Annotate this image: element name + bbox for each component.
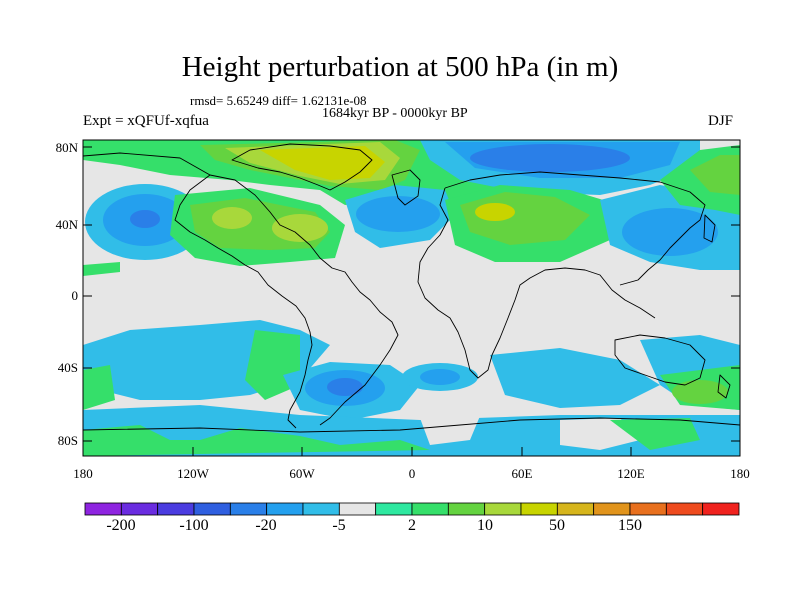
x-label-0: 0 [408,466,416,481]
coastline [174,174,313,429]
experiment-label: Expt = xQFUf-xqfua [83,113,209,129]
coastline [83,152,399,426]
colorbar-swatch [302,502,340,516]
colorbar-swatch [447,502,486,516]
colorbar-swatch [484,502,522,516]
colorbar-swatch [520,502,558,516]
contour-region [470,144,630,172]
x-label-60e: 60E [511,466,533,481]
colorbar-swatch [84,502,122,516]
colorbar-swatch [157,502,195,516]
colorbar-swatch [629,502,667,516]
axis-ticks [82,146,741,456]
colorbar-swatch [375,502,413,516]
contour-region [690,155,740,195]
rmsd-diff-subtitle: rmsd= 5.65249 diff= 1.62131e-08 [190,93,367,108]
x-label-120w: 120W [177,466,209,481]
coastline [717,374,731,399]
coastlines [83,143,740,433]
season-label: DJF [708,113,734,129]
coastline [83,417,740,433]
y-label-80n: 80N [55,140,78,155]
contour-region [272,214,328,242]
colorbar-label: 50 [549,517,565,534]
contour-region [83,262,120,276]
contour-field [83,140,740,456]
contour-region [490,348,660,408]
colorbar-swatch [338,502,377,516]
colorbar [84,502,740,516]
contour-region [327,378,363,396]
coastline [231,143,373,191]
contour-region [420,416,480,445]
contour-region [83,425,430,456]
period-label: 1684kyr BP - 0000kyr BP [322,106,468,121]
contour-region [356,196,440,232]
coastline [703,214,716,243]
contour-region [610,418,700,450]
colorbar-swatch [229,502,268,516]
colorbar-label: 2 [408,517,416,534]
map-title: Height perturbation at 500 hPa (in m) [181,51,619,83]
colorbar-swatch [665,502,704,516]
coastline [391,169,421,206]
x-label-180w: 180 [73,466,93,481]
contour-region [245,330,300,400]
contour-region [672,380,728,404]
contour-region [130,210,160,228]
y-label-40s: 40S [57,360,78,375]
colorbar-swatch [702,502,740,516]
colorbar-swatch [120,502,159,516]
colorbar-label: 150 [618,517,642,534]
colorbar-label: -20 [255,517,277,534]
contour-region [622,208,718,256]
colorbar-swatch [556,502,595,516]
x-label-60w: 60W [289,466,315,481]
contour-region [475,203,515,221]
y-label-40n: 40N [55,217,78,232]
y-label-0: 0 [71,288,79,303]
contour-region [260,146,385,180]
colorbar-swatch [593,502,631,516]
contour-region [420,369,460,385]
colorbar-swatch [411,502,449,516]
contour-region [83,365,115,410]
colorbar-label: 10 [477,517,493,534]
coastline [417,187,656,379]
colorbar-label: -5 [332,517,346,534]
y-label-80s: 80S [57,433,78,448]
coastline [444,171,706,286]
colorbar-swatch [193,502,231,516]
colorbar-label: -100 [179,517,209,534]
colorbar-label: -200 [106,517,136,534]
x-label-180e: 180 [730,466,750,481]
x-label-120e: 120E [617,466,645,481]
coastline [614,334,706,386]
contour-region [212,207,252,229]
colorbar-swatch [266,502,304,516]
contour-regions [83,140,740,456]
